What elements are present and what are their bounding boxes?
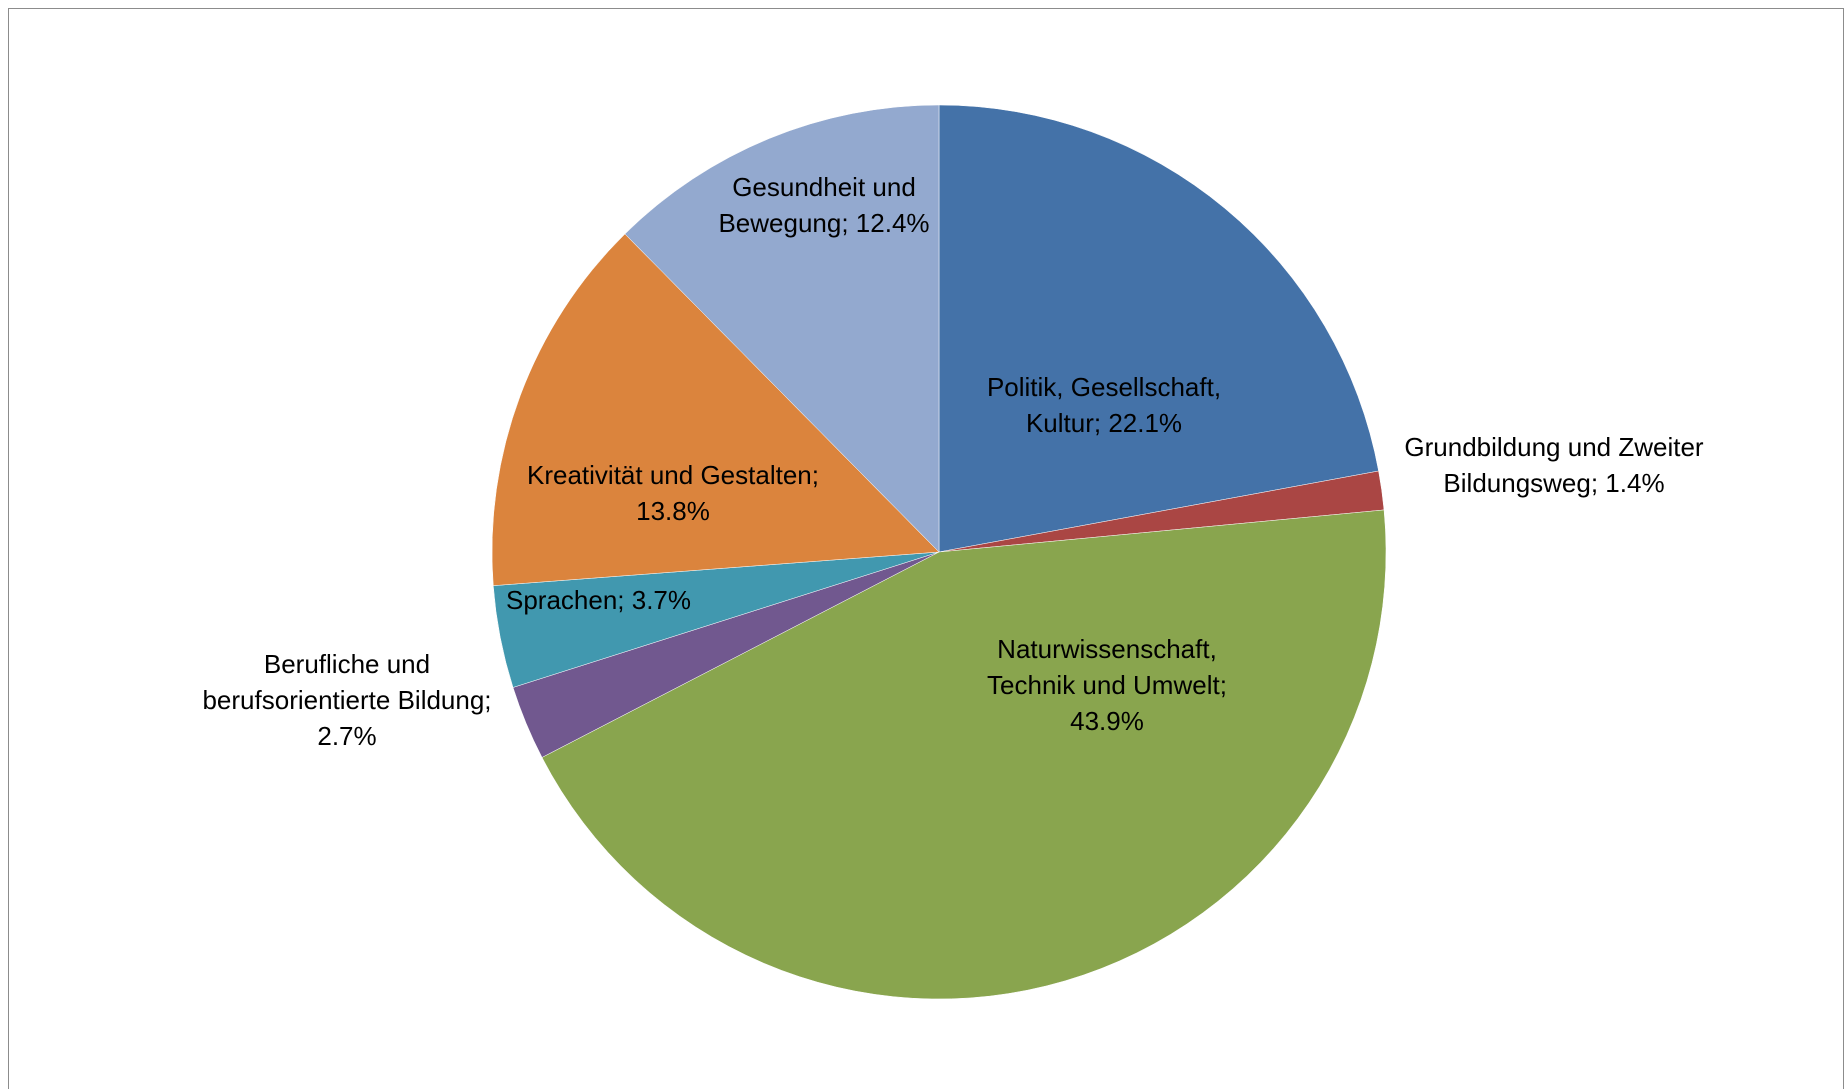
chart-area: IM ARBEITSJAHR 2015/16 Politik, Gesellsc… [8, 8, 1844, 1089]
slice-data-label-line: Berufliche und [264, 649, 430, 679]
slice-data-label-line: Bildungsweg; 1.4% [1443, 468, 1664, 498]
slice-data-label-line: 43.9% [1070, 706, 1144, 736]
slice-data-label: Berufliche und berufsorientierte Bildung;… [202, 649, 491, 751]
pie-data-labels: Politik, Gesellschaft, Kultur; 22.1% Grund… [202, 172, 1703, 751]
slice-data-label: Politik, Gesellschaft, Kultur; 22.1% [987, 372, 1221, 438]
slice-data-label-line: Gesundheit und [732, 172, 916, 202]
chart-title-group: IM ARBEITSJAHR 2015/16 [785, 9, 1057, 12]
pie-slice [938, 104, 1379, 553]
slice-data-label-line: Technik und Umwelt; [987, 670, 1227, 700]
slice-data-label-line: Politik, Gesellschaft, [987, 372, 1221, 402]
pie-slice [541, 509, 1387, 1000]
slice-data-label: Kreativität und Gestalten; 13.8% [527, 460, 819, 526]
pie-slice [491, 233, 940, 586]
slice-data-label: Grundbildung und Zweiter Bildungsweg; 1.4… [1404, 432, 1704, 498]
slice-data-label-line: 13.8% [636, 496, 710, 526]
chart-title: IM ARBEITSJAHR 2015/16 [785, 9, 1057, 12]
slice-data-label-line: Sprachen; 3.7% [506, 585, 691, 615]
slice-data-label-line: Kreativität und Gestalten; [527, 460, 819, 490]
slice-data-label: Gesundheit und Bewegung; 12.4% [718, 172, 929, 238]
slice-data-label-line: 2.7% [317, 721, 376, 751]
slice-data-label-line: Grundbildung und Zweiter [1404, 432, 1704, 462]
slice-data-label: Naturwissenschaft, Technik und Umwelt; 43.… [987, 634, 1227, 736]
pie-slice [624, 104, 940, 553]
pie-chart: IM ARBEITSJAHR 2015/16 Politik, Gesellsc… [202, 9, 1704, 1000]
slice-data-label-line: Naturwissenschaft, [997, 634, 1217, 664]
slice-data-label: Sprachen; 3.7% [506, 585, 691, 615]
slice-data-label-line: berufsorientierte Bildung; [202, 685, 491, 715]
slice-data-label-line: Kultur; 22.1% [1026, 408, 1182, 438]
slice-data-label-line: Bewegung; 12.4% [718, 208, 929, 238]
pie-slices [491, 104, 1387, 1000]
